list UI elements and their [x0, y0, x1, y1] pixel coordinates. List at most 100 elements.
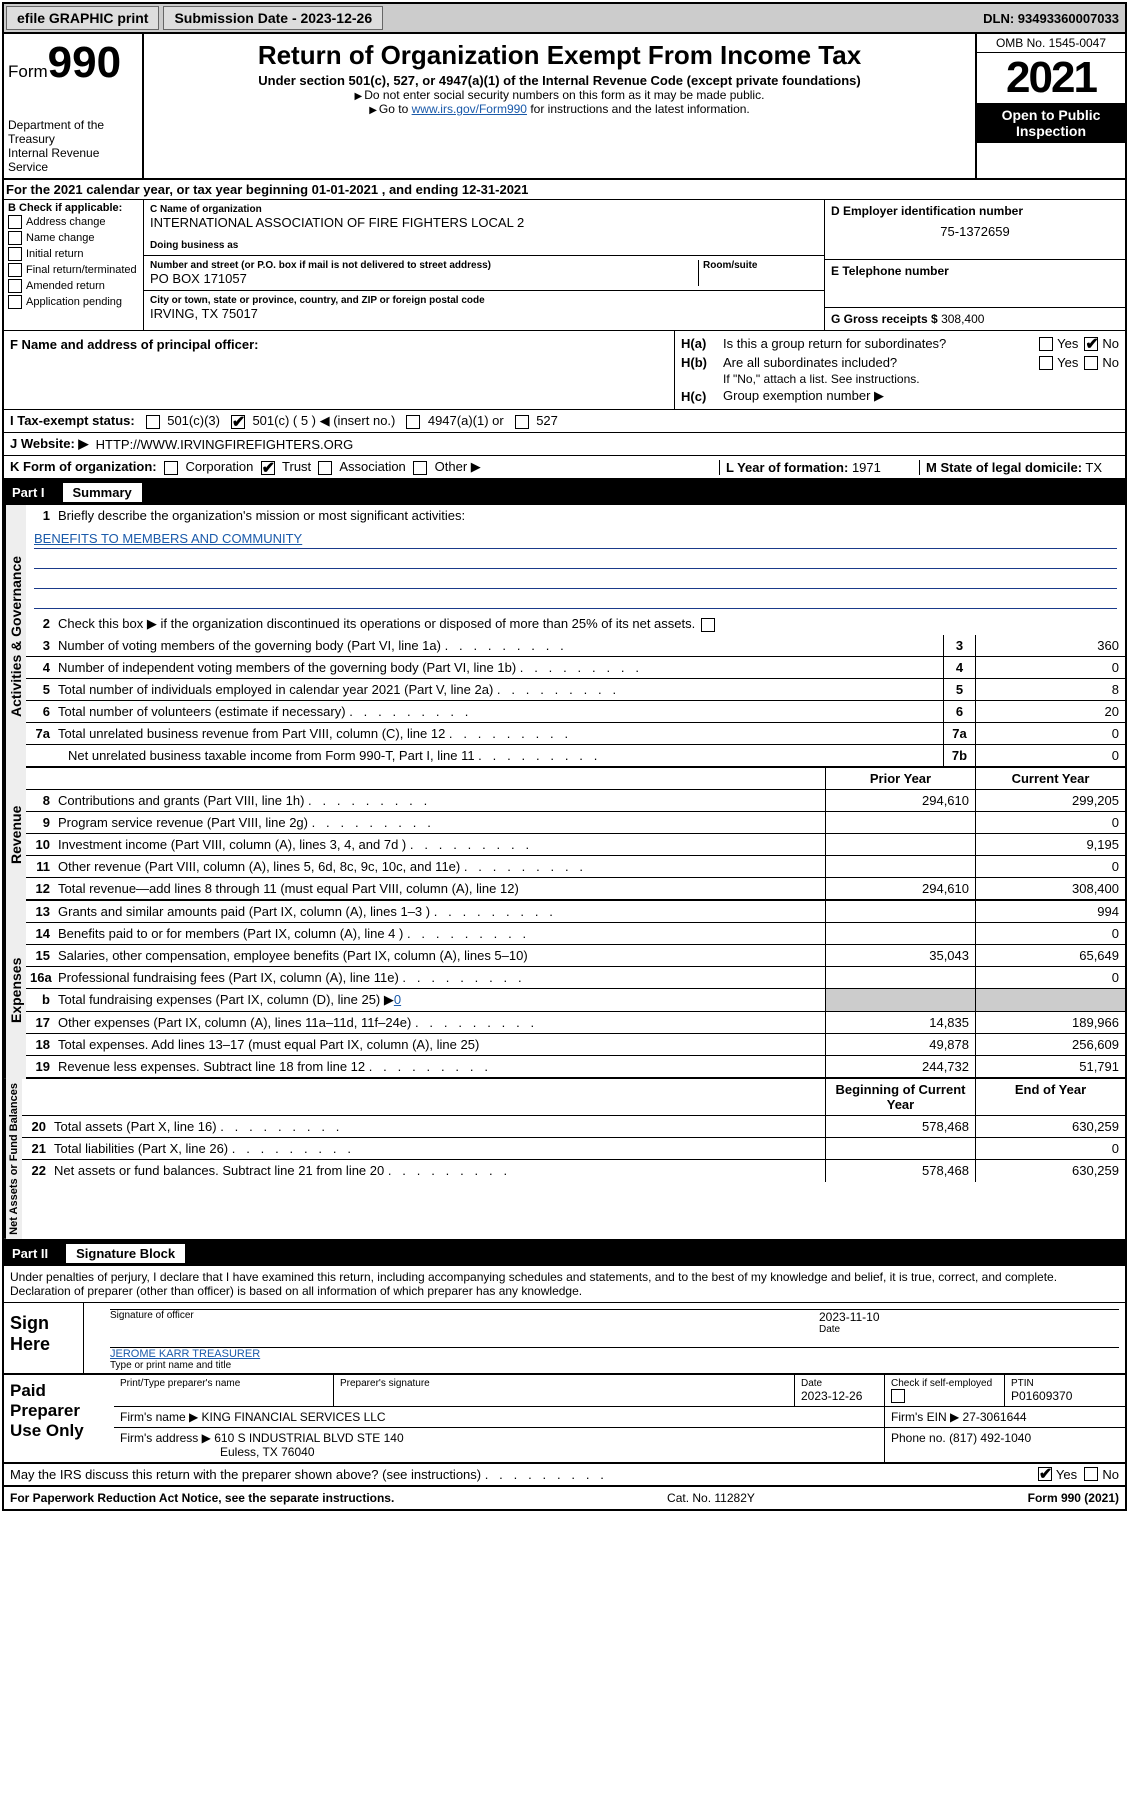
- l17: Other expenses (Part IX, column (A), lin…: [54, 1012, 825, 1033]
- gov-content: 1Briefly describe the organization's mis…: [26, 505, 1125, 768]
- form-container: efile GRAPHIC print Submission Date - 20…: [2, 2, 1127, 1511]
- ein-lbl: D Employer identification number: [831, 204, 1119, 218]
- k-assoc-chk[interactable]: [318, 461, 332, 475]
- paid-row2: Firm's name ▶ KING FINANCIAL SERVICES LL…: [114, 1407, 1125, 1428]
- i-4947-chk[interactable]: [406, 415, 420, 429]
- ha-no-chk[interactable]: [1084, 337, 1098, 351]
- header-mid: Return of Organization Exempt From Incom…: [144, 34, 975, 178]
- p16a: [825, 967, 975, 988]
- ha-row: H(a) Is this a group return for subordin…: [681, 334, 1119, 353]
- part1-title: Summary: [63, 483, 142, 502]
- hc-text: Group exemption number ▶: [723, 388, 1119, 404]
- l20: Total assets (Part X, line 16): [50, 1116, 825, 1137]
- self-emp-lbl: Check if self-employed: [891, 1378, 998, 1403]
- sig-date-lbl: Date: [819, 1324, 1119, 1335]
- k-corp-chk[interactable]: [164, 461, 178, 475]
- part2-label: Part II: [12, 1246, 66, 1261]
- part1-header: Part I Summary: [4, 480, 1125, 505]
- rev-hdr: Prior Year Current Year: [26, 768, 1125, 790]
- discuss-yes-chk[interactable]: [1038, 1467, 1052, 1481]
- tax-year: 2021: [977, 53, 1125, 103]
- city-lbl: City or town, state or province, country…: [150, 295, 818, 306]
- chk-name[interactable]: [8, 231, 22, 245]
- mission-line1: BENEFITS TO MEMBERS AND COMMUNITY: [34, 531, 1117, 549]
- form-header: Form990 Department of the Treasury Inter…: [4, 34, 1125, 180]
- l16b-val[interactable]: 0: [394, 992, 401, 1007]
- p8: 294,610: [825, 790, 975, 811]
- chk-final[interactable]: [8, 263, 22, 277]
- k-other-chk[interactable]: [413, 461, 427, 475]
- paid-row1: Print/Type preparer's name Preparer's si…: [114, 1375, 1125, 1407]
- k-o4: Other ▶: [435, 459, 481, 474]
- chk-initial[interactable]: [8, 247, 22, 261]
- sig-date: 2023-11-10: [819, 1310, 1119, 1324]
- hb-yes: Yes: [1057, 355, 1078, 370]
- l7b-desc: Net unrelated business taxable income fr…: [64, 745, 943, 766]
- c10: 9,195: [975, 834, 1125, 855]
- hb-no-chk[interactable]: [1084, 356, 1098, 370]
- c13: 994: [975, 901, 1125, 922]
- ha-yes: Yes: [1057, 336, 1078, 351]
- chk-amended[interactable]: [8, 279, 22, 293]
- part2-header: Part II Signature Block: [4, 1241, 1125, 1266]
- prep-date: 2023-12-26: [801, 1389, 878, 1403]
- net-hdr: Beginning of Current Year End of Year: [22, 1079, 1125, 1116]
- e21: 0: [975, 1138, 1125, 1159]
- i-527-chk[interactable]: [515, 415, 529, 429]
- l13: Grants and similar amounts paid (Part IX…: [54, 901, 825, 922]
- mission-text[interactable]: BENEFITS TO MEMBERS AND COMMUNITY: [34, 531, 302, 546]
- irs-link[interactable]: www.irs.gov/Form990: [412, 102, 527, 116]
- dln-label: DLN: 93493360007033: [983, 11, 1125, 26]
- self-emp-chk[interactable]: [891, 1389, 905, 1403]
- l15: Salaries, other compensation, employee b…: [54, 945, 825, 966]
- firm-addr2: Euless, TX 76040: [120, 1445, 878, 1459]
- gov-section: Activities & Governance 1Briefly describ…: [4, 505, 1125, 768]
- e22: 630,259: [975, 1160, 1125, 1182]
- submission-date-button[interactable]: Submission Date - 2023-12-26: [163, 6, 383, 30]
- addr-lbl: Number and street (or P.O. box if mail i…: [150, 260, 698, 271]
- ha-yes-chk[interactable]: [1039, 337, 1053, 351]
- sig-officer-lbl: Signature of officer: [110, 1310, 819, 1321]
- l6-desc: Total number of volunteers (estimate if …: [54, 701, 943, 722]
- block-bcd: B Check if applicable: Address change Na…: [4, 200, 1125, 331]
- rev-section: Revenue Prior Year Current Year 8Contrib…: [4, 768, 1125, 901]
- l18: Total expenses. Add lines 13–17 (must eq…: [54, 1034, 825, 1055]
- topbar: efile GRAPHIC print Submission Date - 20…: [4, 4, 1125, 34]
- chk-address[interactable]: [8, 215, 22, 229]
- footer: For Paperwork Reduction Act Notice, see …: [4, 1487, 1125, 1509]
- l4-val: 0: [975, 657, 1125, 678]
- h-box: H(a) Is this a group return for subordin…: [675, 332, 1125, 408]
- addr-box: Number and street (or P.O. box if mail i…: [144, 256, 824, 291]
- note-ssn: Do not enter social security numbers on …: [148, 88, 971, 102]
- p10: [825, 834, 975, 855]
- col-c: C Name of organization INTERNATIONAL ASS…: [144, 200, 825, 330]
- i-501c3-chk[interactable]: [146, 415, 160, 429]
- c9: 0: [975, 812, 1125, 833]
- hb-row: H(b) Are all subordinates included? Yes …: [681, 353, 1119, 372]
- row-a: For the 2021 calendar year, or tax year …: [4, 180, 1125, 200]
- discuss-no-chk[interactable]: [1084, 1467, 1098, 1481]
- officer-name[interactable]: JEROME KARR TREASURER: [110, 1348, 1119, 1360]
- chk-pending[interactable]: [8, 295, 22, 309]
- mission-block: BENEFITS TO MEMBERS AND COMMUNITY: [26, 527, 1125, 613]
- b20: 578,468: [825, 1116, 975, 1137]
- org-name: INTERNATIONAL ASSOCIATION OF FIRE FIGHTE…: [150, 215, 818, 230]
- m-box: M State of legal domicile: TX: [919, 460, 1119, 475]
- i-501c-chk[interactable]: [231, 415, 245, 429]
- l2-chk[interactable]: [701, 618, 715, 632]
- city-val: IRVING, TX 75017: [150, 306, 818, 321]
- paid-row3: Firm's address ▶ 610 S INDUSTRIAL BLVD S…: [114, 1428, 1125, 1462]
- f-box: F Name and address of principal officer:: [4, 331, 675, 409]
- addr-val: PO BOX 171057: [150, 271, 698, 286]
- i-o3: 4947(a)(1) or: [428, 413, 504, 428]
- l11: Other revenue (Part VIII, column (A), li…: [54, 856, 825, 877]
- c18: 256,609: [975, 1034, 1125, 1055]
- cb-address: Address change: [8, 214, 139, 230]
- cb-initial: Initial return: [8, 246, 139, 262]
- firm-addr-lbl: Firm's address ▶: [120, 1431, 211, 1445]
- efile-print-button[interactable]: efile GRAPHIC print: [6, 6, 159, 30]
- k-trust-chk[interactable]: [261, 461, 275, 475]
- irs-discuss-row: May the IRS discuss this return with the…: [4, 1464, 1125, 1487]
- org-name-lbl: C Name of organization: [150, 204, 818, 215]
- hb-yes-chk[interactable]: [1039, 356, 1053, 370]
